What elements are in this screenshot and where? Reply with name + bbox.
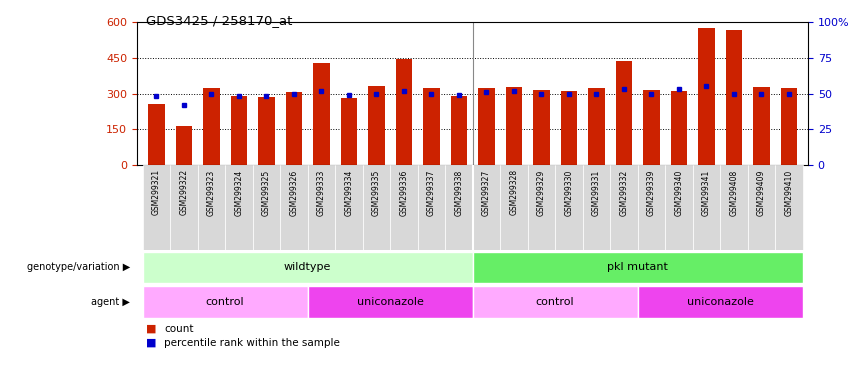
Bar bbox=[142, 252, 472, 283]
Bar bbox=[445, 165, 472, 250]
Bar bbox=[533, 90, 550, 165]
Text: GSM299340: GSM299340 bbox=[674, 169, 683, 216]
Text: GSM299410: GSM299410 bbox=[785, 169, 793, 215]
Text: genotype/variation ▶: genotype/variation ▶ bbox=[27, 263, 130, 273]
Bar bbox=[142, 165, 170, 250]
Bar bbox=[698, 28, 715, 165]
Bar bbox=[753, 87, 769, 165]
Text: GSM299332: GSM299332 bbox=[620, 169, 628, 215]
Bar bbox=[396, 60, 412, 165]
Bar bbox=[615, 61, 632, 165]
Text: GSM299322: GSM299322 bbox=[180, 169, 188, 215]
Text: GSM299326: GSM299326 bbox=[289, 169, 298, 215]
Bar bbox=[307, 165, 335, 250]
Bar bbox=[203, 88, 220, 165]
Text: GSM299333: GSM299333 bbox=[317, 169, 326, 216]
Bar bbox=[478, 88, 494, 165]
Bar bbox=[472, 252, 802, 283]
Bar bbox=[423, 88, 439, 165]
Text: GSM299337: GSM299337 bbox=[426, 169, 436, 216]
Bar bbox=[285, 92, 302, 165]
Bar bbox=[610, 165, 637, 250]
Bar bbox=[363, 165, 390, 250]
Text: GDS3425 / 258170_at: GDS3425 / 258170_at bbox=[146, 14, 292, 27]
Text: GSM299334: GSM299334 bbox=[345, 169, 353, 216]
Bar bbox=[280, 165, 307, 250]
Text: GSM299338: GSM299338 bbox=[454, 169, 463, 215]
Bar bbox=[472, 165, 500, 250]
Bar bbox=[665, 165, 693, 250]
Bar bbox=[450, 96, 467, 165]
Bar bbox=[637, 286, 802, 318]
Bar bbox=[671, 91, 687, 165]
Bar bbox=[561, 91, 577, 165]
Bar bbox=[418, 165, 445, 250]
Bar bbox=[588, 88, 604, 165]
Text: GSM299329: GSM299329 bbox=[537, 169, 545, 215]
Text: count: count bbox=[164, 324, 194, 334]
Text: GSM299325: GSM299325 bbox=[262, 169, 271, 215]
Bar bbox=[307, 286, 472, 318]
Bar bbox=[780, 88, 797, 165]
Bar bbox=[726, 30, 742, 165]
Text: GSM299323: GSM299323 bbox=[207, 169, 216, 215]
Text: ■: ■ bbox=[146, 338, 159, 348]
Bar bbox=[582, 165, 610, 250]
Bar bbox=[313, 63, 329, 165]
Text: GSM299327: GSM299327 bbox=[482, 169, 491, 215]
Text: control: control bbox=[535, 297, 574, 307]
Bar bbox=[390, 165, 418, 250]
Text: wildtype: wildtype bbox=[284, 263, 331, 273]
Text: uniconazole: uniconazole bbox=[687, 297, 753, 307]
Text: percentile rank within the sample: percentile rank within the sample bbox=[164, 338, 340, 348]
Bar bbox=[335, 165, 363, 250]
Text: GSM299330: GSM299330 bbox=[564, 169, 574, 216]
Bar bbox=[175, 126, 192, 165]
Text: GSM299331: GSM299331 bbox=[591, 169, 601, 215]
Bar bbox=[637, 165, 665, 250]
Bar bbox=[231, 96, 247, 165]
Bar bbox=[170, 165, 197, 250]
Bar bbox=[775, 165, 802, 250]
Text: GSM299339: GSM299339 bbox=[647, 169, 656, 216]
Bar bbox=[253, 165, 280, 250]
Bar bbox=[555, 165, 582, 250]
Text: uniconazole: uniconazole bbox=[357, 297, 424, 307]
Bar bbox=[258, 97, 275, 165]
Text: GSM299324: GSM299324 bbox=[234, 169, 243, 215]
Bar bbox=[747, 165, 775, 250]
Text: GSM299409: GSM299409 bbox=[757, 169, 766, 216]
Bar bbox=[472, 286, 637, 318]
Bar bbox=[197, 165, 225, 250]
Text: ■: ■ bbox=[146, 324, 159, 334]
Bar bbox=[142, 286, 307, 318]
Bar bbox=[225, 165, 253, 250]
Bar bbox=[500, 165, 528, 250]
Bar bbox=[148, 104, 164, 165]
Bar bbox=[643, 90, 660, 165]
Bar bbox=[368, 86, 385, 165]
Text: GSM299408: GSM299408 bbox=[729, 169, 739, 215]
Text: GSM299336: GSM299336 bbox=[399, 169, 408, 216]
Bar bbox=[693, 165, 720, 250]
Bar bbox=[505, 87, 522, 165]
Text: GSM299321: GSM299321 bbox=[151, 169, 161, 215]
Bar bbox=[720, 165, 747, 250]
Text: GSM299335: GSM299335 bbox=[372, 169, 380, 216]
Text: pkl mutant: pkl mutant bbox=[607, 263, 668, 273]
Bar bbox=[340, 98, 357, 165]
Text: agent ▶: agent ▶ bbox=[91, 297, 130, 307]
Text: control: control bbox=[206, 297, 244, 307]
Text: GSM299328: GSM299328 bbox=[509, 169, 518, 215]
Bar bbox=[528, 165, 555, 250]
Text: GSM299341: GSM299341 bbox=[702, 169, 711, 215]
